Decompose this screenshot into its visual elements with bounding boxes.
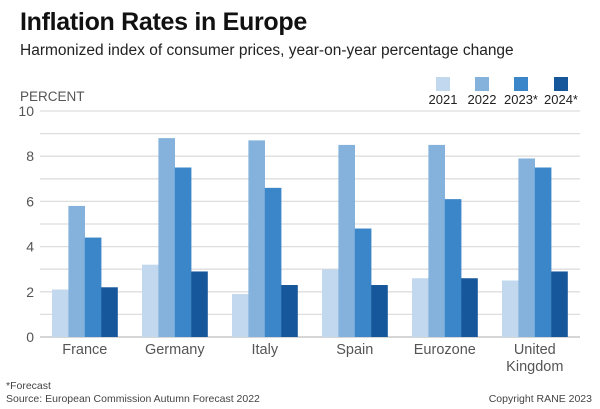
bar-eurozone-2023 — [444, 199, 462, 337]
x-tick-label: Eurozone — [414, 342, 476, 358]
bar-spain-2021 — [322, 269, 339, 337]
bar-united-kingdom-2021 — [502, 280, 519, 337]
legend-swatch-2024 — [554, 77, 568, 91]
bar-italy-2021 — [232, 294, 249, 337]
bars — [52, 138, 568, 337]
y-tick-label: 4 — [26, 239, 34, 255]
bar-eurozone-2022 — [428, 144, 445, 337]
bar-united-kingdom-2024 — [551, 271, 568, 337]
legend: 2021 2022 2023* 2024* — [429, 77, 578, 107]
legend-swatch-2022 — [475, 77, 489, 91]
bar-united-kingdom-2023 — [534, 167, 552, 337]
chart-subtitle: Harmonized index of consumer prices, yea… — [20, 42, 514, 59]
legend-swatch-2023 — [514, 77, 528, 91]
gridlines — [40, 110, 580, 338]
bar-eurozone-2024 — [461, 278, 478, 337]
x-tick-label: Spain — [336, 342, 373, 358]
forecast-note: *Forecast — [6, 380, 51, 392]
y-axis-ticks: 0 2 4 6 8 10 — [18, 103, 34, 345]
bar-france-2023 — [84, 237, 102, 337]
legend-label: 2023* — [504, 92, 538, 107]
bar-germany-2023 — [174, 167, 192, 337]
y-tick-label: 8 — [26, 148, 34, 164]
bar-france-2022 — [68, 205, 85, 337]
bar-spain-2024 — [371, 285, 388, 337]
legend-label: 2021 — [429, 92, 458, 107]
y-axis-unit-label: PERCENT — [20, 89, 85, 104]
bar-united-kingdom-2022 — [518, 158, 535, 337]
bar-italy-2024 — [281, 285, 298, 337]
bar-italy-2023 — [264, 187, 282, 337]
bar-spain-2023 — [354, 228, 372, 337]
y-tick-label: 10 — [18, 103, 34, 119]
bar-germany-2022 — [158, 138, 175, 337]
copyright: Copyright RANE 2023 — [488, 393, 592, 405]
legend-swatch-2021 — [436, 77, 450, 91]
bar-germany-2024 — [191, 271, 208, 337]
bar-france-2021 — [52, 289, 69, 337]
chart-title: Inflation Rates in Europe — [20, 8, 307, 36]
y-tick-label: 6 — [26, 193, 34, 209]
source-note: Source: European Commission Autumn Forec… — [6, 393, 260, 405]
x-axis-labels: France Germany Italy Spain Eurozone UnitedKin… — [62, 342, 563, 375]
x-tick-label: Germany — [145, 342, 205, 358]
bar-eurozone-2021 — [412, 278, 429, 337]
bar-italy-2022 — [248, 140, 265, 337]
y-tick-label: 0 — [26, 329, 34, 345]
bar-spain-2022 — [338, 144, 355, 337]
footnote: *Forecast Source: European Commission Au… — [6, 380, 260, 406]
x-tick-label: Italy — [252, 342, 279, 358]
y-tick-label: 2 — [26, 284, 34, 300]
x-tick-label: United — [514, 342, 556, 358]
legend-label: 2024* — [544, 92, 578, 107]
bar-germany-2021 — [142, 264, 159, 337]
bar-france-2024 — [101, 287, 118, 337]
x-tick-label: France — [62, 342, 107, 358]
legend-label: 2022 — [468, 92, 497, 107]
x-tick-label: Kingdom — [506, 359, 563, 375]
